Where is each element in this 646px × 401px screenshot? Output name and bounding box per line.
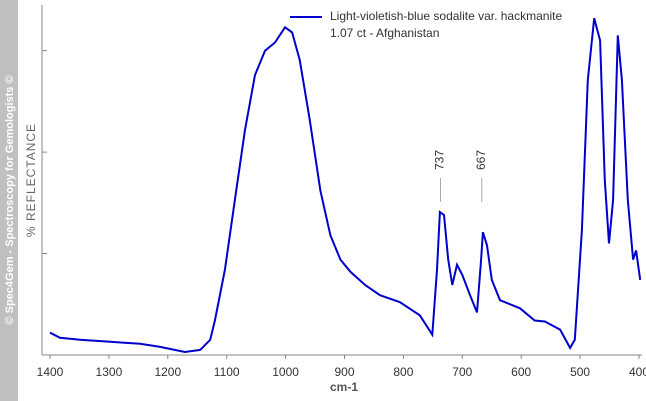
x-tick-label: 600 bbox=[511, 365, 531, 379]
legend-label: Light-violetish-blue sodalite var. hackm… bbox=[330, 9, 562, 23]
annotation-label: 737 bbox=[433, 150, 447, 170]
x-tick-label: 1200 bbox=[154, 365, 181, 379]
x-tick-label: 1400 bbox=[37, 365, 64, 379]
annotation-label: 667 bbox=[474, 150, 488, 170]
x-tick-label: 800 bbox=[393, 365, 413, 379]
legend-note: 1.07 ct - Afghanistan bbox=[330, 26, 439, 40]
watermark: © Spec4Gem - Spectroscopy for Gemologist… bbox=[4, 75, 16, 324]
side-strip bbox=[0, 0, 18, 401]
x-tick-label: 1000 bbox=[272, 365, 299, 379]
y-axis-label: % REFLECTANCE bbox=[24, 123, 38, 237]
x-axis-label: cm-1 bbox=[330, 380, 358, 394]
x-tick-label: 700 bbox=[452, 365, 472, 379]
x-tick-label: 500 bbox=[570, 365, 590, 379]
x-tick-label: 1100 bbox=[214, 365, 240, 379]
spectrum-line bbox=[49, 17, 642, 354]
x-tick-label: 900 bbox=[334, 365, 354, 379]
x-tick-label: 400 bbox=[629, 365, 646, 379]
x-tick-label: 1300 bbox=[96, 365, 123, 379]
